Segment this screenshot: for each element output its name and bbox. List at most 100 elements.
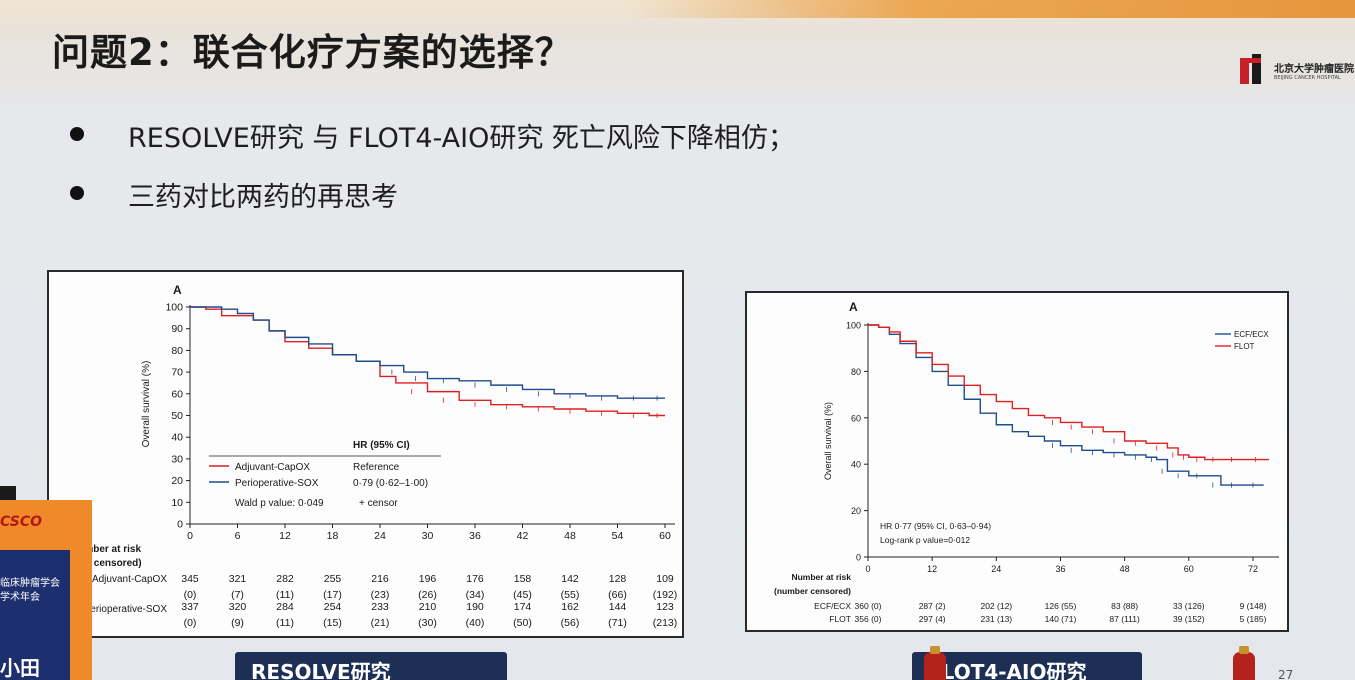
legend-hr-capox: Reference xyxy=(353,462,400,473)
legend-pvalue: Wald p value: 0·049 xyxy=(235,498,324,509)
risk-censored: (56) xyxy=(561,617,580,629)
series-line xyxy=(868,324,1264,486)
risk-censored: (7) xyxy=(231,589,244,601)
risk-censored: (11) xyxy=(276,617,294,629)
risk-censored: (0) xyxy=(184,617,197,629)
risk-count: 233 xyxy=(371,601,389,613)
risk-table-header: Number at risk xyxy=(71,544,141,555)
risk-censored: (9) xyxy=(231,617,244,629)
csco-logo: CSCO xyxy=(0,514,43,530)
y-tick-label: 50 xyxy=(171,410,183,422)
logo-name-cn: 北京大学肿瘤医院 xyxy=(1274,64,1354,75)
risk-count: 196 xyxy=(419,573,437,585)
y-tick-label: 100 xyxy=(846,321,861,331)
panel-letter: A xyxy=(849,300,858,314)
risk-count: 254 xyxy=(324,601,342,613)
legend-censor: + censor xyxy=(359,498,398,509)
risk-censored: (0) xyxy=(184,589,197,601)
page-number: 27 xyxy=(1278,668,1294,680)
flot4-study-label: FLOT4-AIO研究 xyxy=(912,652,1142,680)
x-tick-label: 6 xyxy=(235,530,241,542)
x-tick-label: 0 xyxy=(865,564,870,574)
risk-count: 360 (0) xyxy=(855,601,882,611)
risk-row-label: FLOT xyxy=(829,614,851,624)
y-tick-label: 60 xyxy=(851,413,861,423)
risk-censored: (17) xyxy=(323,589,342,601)
risk-count: 202 (12) xyxy=(980,601,1012,611)
risk-table-header: Number at risk xyxy=(791,572,851,582)
risk-table-subheader: (number censored) xyxy=(51,558,142,569)
risk-count: 231 (13) xyxy=(980,614,1012,624)
water-bottle xyxy=(924,646,946,680)
x-tick-label: 12 xyxy=(927,564,937,574)
y-tick-label: 60 xyxy=(171,388,183,400)
risk-count: 356 (0) xyxy=(855,614,882,624)
y-tick-label: 70 xyxy=(171,367,183,379)
y-tick-label: 0 xyxy=(177,519,183,531)
slide-title: 问题2：联合化疗方案的选择？ xyxy=(52,31,573,74)
x-tick-label: 60 xyxy=(659,530,671,542)
y-tick-label: 30 xyxy=(171,453,183,465)
resolve-km-panel: A Overall survival (%) 0 10 20 30 40 50 60 70 80… xyxy=(47,270,684,638)
y-tick-label: 40 xyxy=(171,432,183,444)
y-tick-label: 0 xyxy=(856,553,861,563)
risk-censored: (55) xyxy=(561,589,580,601)
risk-count: 33 (126) xyxy=(1173,601,1205,611)
conference-banner: CSCO 临床肿瘤学会 学术年会 小田 xyxy=(0,500,92,680)
y-tick-label: 100 xyxy=(165,302,183,314)
risk-table-subheader: (number censored) xyxy=(774,586,851,596)
legend-hr-sox: 0·79 (0·62–1·00) xyxy=(353,478,428,489)
x-tick-label: 48 xyxy=(564,530,576,542)
y-tick-label: 90 xyxy=(171,323,183,335)
x-tick-label: 48 xyxy=(1120,564,1130,574)
risk-row-label: ECF/ECX xyxy=(814,601,851,611)
legend-hr-header: HR (95% CI) xyxy=(353,440,410,451)
banner-text: 小田 xyxy=(0,656,40,680)
risk-censored: (192) xyxy=(653,589,678,601)
y-tick-label: 80 xyxy=(171,345,183,357)
risk-count: 321 xyxy=(229,573,247,585)
risk-count: 158 xyxy=(514,573,532,585)
bullet-text: 三药对比两药的再思考 xyxy=(128,182,398,213)
x-tick-label: 12 xyxy=(279,530,291,542)
projector-glow xyxy=(620,0,1355,18)
y-axis-title: Overall survival (%) xyxy=(141,361,152,448)
risk-censored: (50) xyxy=(513,617,532,629)
risk-count: 297 (4) xyxy=(919,614,946,624)
risk-count: 320 xyxy=(229,601,247,613)
risk-censored: (30) xyxy=(418,617,437,629)
risk-censored: (66) xyxy=(608,589,627,601)
x-tick-label: 30 xyxy=(422,530,434,542)
x-tick-label: 72 xyxy=(1248,564,1258,574)
risk-row-label: Perioperative-SOX xyxy=(84,604,168,615)
risk-row-label: Adjuvant-CapOX xyxy=(92,574,167,585)
risk-count: 128 xyxy=(609,573,627,585)
legend-label-capox: Adjuvant-CapOX xyxy=(235,462,310,473)
risk-censored: (26) xyxy=(418,589,437,601)
risk-count: 9 (148) xyxy=(1239,601,1266,611)
hospital-logo-icon xyxy=(1240,54,1261,84)
risk-censored: (11) xyxy=(276,589,294,601)
legend-label-sox: Perioperative-SOX xyxy=(235,478,319,489)
risk-censored: (15) xyxy=(323,617,342,629)
risk-count: 126 (55) xyxy=(1045,601,1077,611)
bullet-dot-icon xyxy=(70,127,84,141)
risk-count: 216 xyxy=(371,573,389,585)
risk-censored: (71) xyxy=(608,617,627,629)
annotation-hr: HR 0·77 (95% CI, 0·63–0·94) xyxy=(880,521,991,531)
panel-letter: A xyxy=(173,283,182,297)
banner-text: 学术年会 xyxy=(0,592,40,603)
resolve-km-chart: A Overall survival (%) 01020304050607080… xyxy=(51,283,678,629)
risk-count: 142 xyxy=(561,573,579,585)
y-tick-label: 10 xyxy=(171,497,183,509)
y-tick-label: 20 xyxy=(851,506,861,516)
series-line xyxy=(868,324,1269,461)
x-tick-label: 36 xyxy=(1055,564,1065,574)
banner-text: 临床肿瘤学会 xyxy=(0,578,60,589)
risk-count: 190 xyxy=(466,601,484,613)
flot4-km-chart: A Overall survival (%) 0 20 40 60 80 100 0 12 24… xyxy=(774,300,1279,624)
resolve-study-label: RESOLVE研究 xyxy=(235,652,507,680)
water-bottle xyxy=(1233,646,1255,680)
x-tick-label: 42 xyxy=(517,530,529,542)
legend-label-ecf: ECF/ECX xyxy=(1234,330,1269,339)
